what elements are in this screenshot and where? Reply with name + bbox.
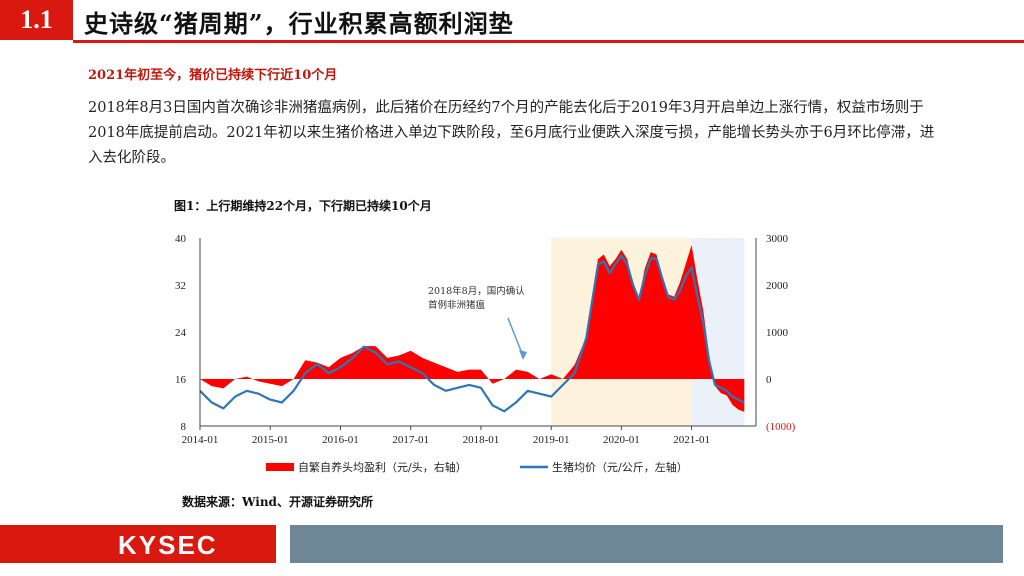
annotation-arrow-line (507, 317, 524, 357)
legend-label-profit: 自繁自养头均盈利（元/头，右轴） (298, 460, 467, 474)
left-tick-label: 16 (175, 374, 187, 386)
figure-title: 图1：上行期维持22个月，下行期已持续10个月 (174, 199, 432, 213)
header-divider (73, 40, 1024, 43)
page-title: 史诗级“猪周期”，行业积累高额利润垫 (84, 9, 514, 38)
left-tick-label: 24 (175, 327, 187, 339)
price-line-series (199, 254, 745, 413)
kysec-logo: KYSEC (118, 530, 218, 560)
slide-subtitle: 2021年初至今，猪价已持续下行近10个月 (88, 68, 338, 83)
x-tick-label: 2016-01 (322, 434, 359, 446)
section-number: 1.1 (0, 0, 73, 40)
x-tick-label: 2015-01 (252, 434, 289, 446)
legend-swatch-profit (266, 463, 294, 471)
footer-brand-bar (0, 525, 276, 563)
right-tick-label: 1000 (766, 327, 789, 339)
data-source: 数据来源：Wind、开源证券研究所 (182, 495, 373, 509)
annotation-text: 2018年8月，国内确认 (428, 285, 525, 297)
x-tick-label: 2020-01 (603, 434, 640, 446)
x-tick-label: 2019-01 (533, 434, 570, 446)
left-tick-label: 40 (175, 233, 187, 245)
right-tick-label: (1000) (766, 421, 796, 433)
left-tick-label: 8 (181, 421, 187, 433)
x-tick-label: 2017-01 (392, 434, 429, 446)
body-paragraph: 2018年8月3日国内首次确诊非洲猪瘟病例，此后猪价在历经约7个月的产能去化后于… (88, 100, 935, 166)
annotation-text: 首例非洲猪瘟 (428, 299, 486, 311)
x-tick-label: 2021-01 (673, 434, 710, 446)
x-tick-label: 2014-01 (182, 434, 219, 446)
left-tick-label: 32 (175, 280, 186, 292)
right-tick-label: 3000 (766, 233, 789, 245)
right-tick-label: 0 (766, 374, 772, 386)
annotation-arrow-head (519, 350, 527, 360)
footer-bar (290, 525, 1003, 563)
x-tick-label: 2018-01 (463, 434, 500, 446)
legend-label-price: 生猪均价（元/公斤，左轴） (552, 460, 688, 474)
right-tick-label: 2000 (766, 280, 789, 292)
